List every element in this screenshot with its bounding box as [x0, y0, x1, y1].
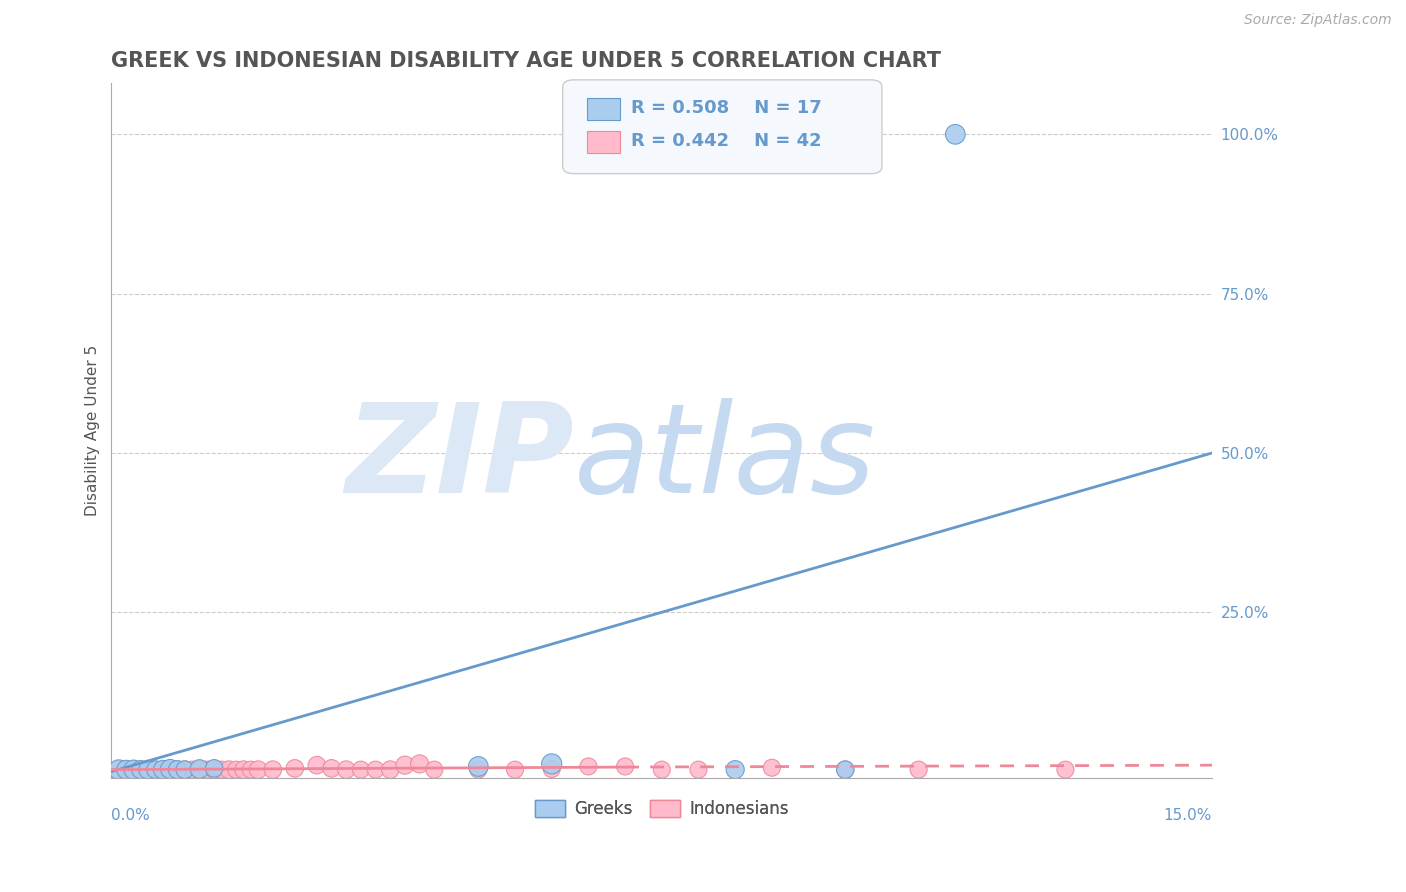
- Point: [834, 763, 856, 777]
- Point: [380, 763, 402, 777]
- Point: [107, 763, 129, 777]
- Point: [159, 762, 181, 776]
- FancyBboxPatch shape: [586, 130, 620, 153]
- Y-axis label: Disability Age Under 5: Disability Age Under 5: [86, 345, 100, 516]
- Point: [218, 763, 240, 777]
- Point: [188, 762, 211, 776]
- Point: [159, 763, 181, 777]
- Point: [129, 763, 152, 777]
- Text: atlas: atlas: [574, 398, 876, 519]
- Point: [115, 763, 138, 777]
- FancyBboxPatch shape: [562, 80, 882, 174]
- Point: [129, 763, 152, 777]
- Point: [651, 763, 673, 777]
- Point: [364, 763, 387, 777]
- Point: [943, 128, 966, 142]
- Point: [394, 758, 416, 772]
- Point: [115, 763, 138, 777]
- Point: [578, 759, 600, 773]
- FancyBboxPatch shape: [586, 98, 620, 120]
- Point: [907, 763, 929, 777]
- Point: [335, 763, 357, 777]
- Point: [173, 763, 195, 777]
- Point: [202, 761, 225, 775]
- Point: [321, 761, 343, 775]
- Point: [688, 763, 710, 777]
- Text: R = 0.508    N = 17: R = 0.508 N = 17: [631, 99, 821, 118]
- Point: [540, 756, 562, 771]
- Point: [122, 763, 145, 777]
- Point: [145, 763, 167, 777]
- Text: ZIP: ZIP: [344, 398, 574, 519]
- Point: [195, 763, 218, 777]
- Text: GREEK VS INDONESIAN DISABILITY AGE UNDER 5 CORRELATION CHART: GREEK VS INDONESIAN DISABILITY AGE UNDER…: [111, 51, 942, 70]
- Point: [202, 763, 225, 777]
- Point: [247, 763, 270, 777]
- Point: [467, 759, 489, 773]
- Point: [408, 756, 430, 771]
- Point: [761, 761, 783, 775]
- Point: [145, 763, 167, 777]
- Point: [239, 763, 262, 777]
- Point: [173, 763, 195, 777]
- Point: [136, 763, 159, 777]
- Point: [350, 763, 373, 777]
- Point: [188, 763, 211, 777]
- Point: [122, 763, 145, 777]
- Text: 0.0%: 0.0%: [111, 808, 150, 823]
- Point: [305, 758, 328, 772]
- Point: [166, 763, 188, 777]
- Point: [1054, 763, 1077, 777]
- Text: Source: ZipAtlas.com: Source: ZipAtlas.com: [1244, 13, 1392, 28]
- Point: [211, 763, 233, 777]
- Point: [225, 763, 247, 777]
- Text: 15.0%: 15.0%: [1164, 808, 1212, 823]
- Point: [284, 761, 307, 775]
- Legend: Greeks, Indonesians: Greeks, Indonesians: [527, 794, 796, 825]
- Point: [107, 763, 129, 777]
- Point: [152, 763, 174, 777]
- Point: [152, 763, 174, 777]
- Point: [136, 763, 159, 777]
- Point: [181, 763, 204, 777]
- Point: [503, 763, 526, 777]
- Point: [166, 763, 188, 777]
- Point: [467, 763, 489, 777]
- Point: [262, 763, 284, 777]
- Text: R = 0.442    N = 42: R = 0.442 N = 42: [631, 132, 821, 150]
- Point: [614, 759, 637, 773]
- Point: [724, 763, 747, 777]
- Point: [540, 762, 562, 776]
- Point: [834, 763, 856, 777]
- Point: [232, 763, 254, 777]
- Point: [423, 763, 446, 777]
